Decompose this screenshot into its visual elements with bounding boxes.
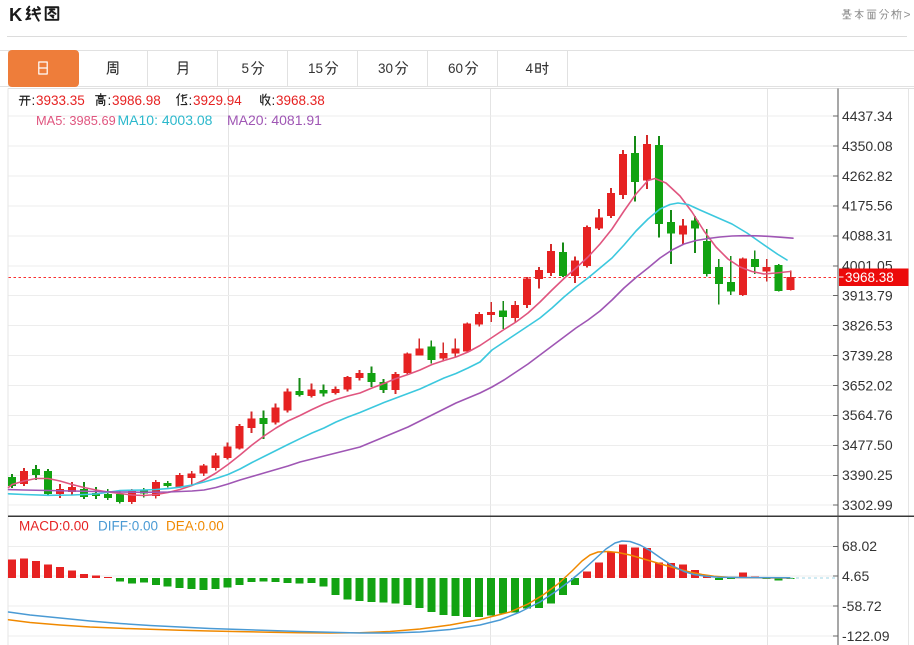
- svg-text::: :: [272, 93, 276, 108]
- svg-text:68.02: 68.02: [842, 538, 877, 554]
- svg-text:4088.31: 4088.31: [842, 228, 893, 244]
- svg-text:5: 5: [242, 61, 250, 76]
- svg-text::: :: [189, 93, 193, 108]
- svg-text:3564.76: 3564.76: [842, 407, 893, 423]
- svg-text:MA5: 3985.69: MA5: 3985.69: [36, 113, 116, 128]
- svg-text:3968.38: 3968.38: [276, 93, 325, 108]
- svg-text:3968.38: 3968.38: [845, 270, 894, 285]
- svg-text:15: 15: [308, 61, 323, 76]
- svg-text:3986.98: 3986.98: [112, 93, 161, 108]
- svg-text:4437.34: 4437.34: [842, 108, 893, 124]
- svg-text:60: 60: [448, 61, 463, 76]
- svg-text:4: 4: [526, 61, 534, 76]
- svg-text:4262.82: 4262.82: [842, 168, 893, 184]
- svg-text:30: 30: [378, 61, 393, 76]
- svg-text:K: K: [9, 4, 23, 25]
- svg-text:3390.25: 3390.25: [842, 467, 893, 483]
- svg-text:MACD:0.00: MACD:0.00: [19, 519, 89, 534]
- svg-text:3652.02: 3652.02: [842, 377, 893, 393]
- svg-text:-58.72: -58.72: [842, 598, 882, 614]
- svg-text:DIFF:0.00: DIFF:0.00: [98, 519, 158, 534]
- svg-text:3302.99: 3302.99: [842, 497, 893, 513]
- svg-text:3477.50: 3477.50: [842, 437, 893, 453]
- svg-text:>: >: [904, 8, 911, 22]
- svg-text::: :: [108, 93, 112, 108]
- svg-text:3739.28: 3739.28: [842, 347, 893, 363]
- svg-text:DEA:0.00: DEA:0.00: [166, 519, 224, 534]
- svg-text:MA20: 4081.91: MA20: 4081.91: [227, 112, 322, 128]
- svg-text:4.65: 4.65: [842, 568, 869, 584]
- svg-text:4175.56: 4175.56: [842, 198, 893, 214]
- svg-text:-122.09: -122.09: [842, 628, 890, 644]
- svg-text:MA10: 4003.08: MA10: 4003.08: [118, 112, 213, 128]
- svg-text:4350.08: 4350.08: [842, 138, 893, 154]
- svg-text::: :: [32, 93, 36, 108]
- svg-text:3826.53: 3826.53: [842, 317, 893, 333]
- svg-text:3933.35: 3933.35: [36, 93, 85, 108]
- svg-text:3929.94: 3929.94: [193, 93, 242, 108]
- svg-text:3913.79: 3913.79: [842, 288, 893, 304]
